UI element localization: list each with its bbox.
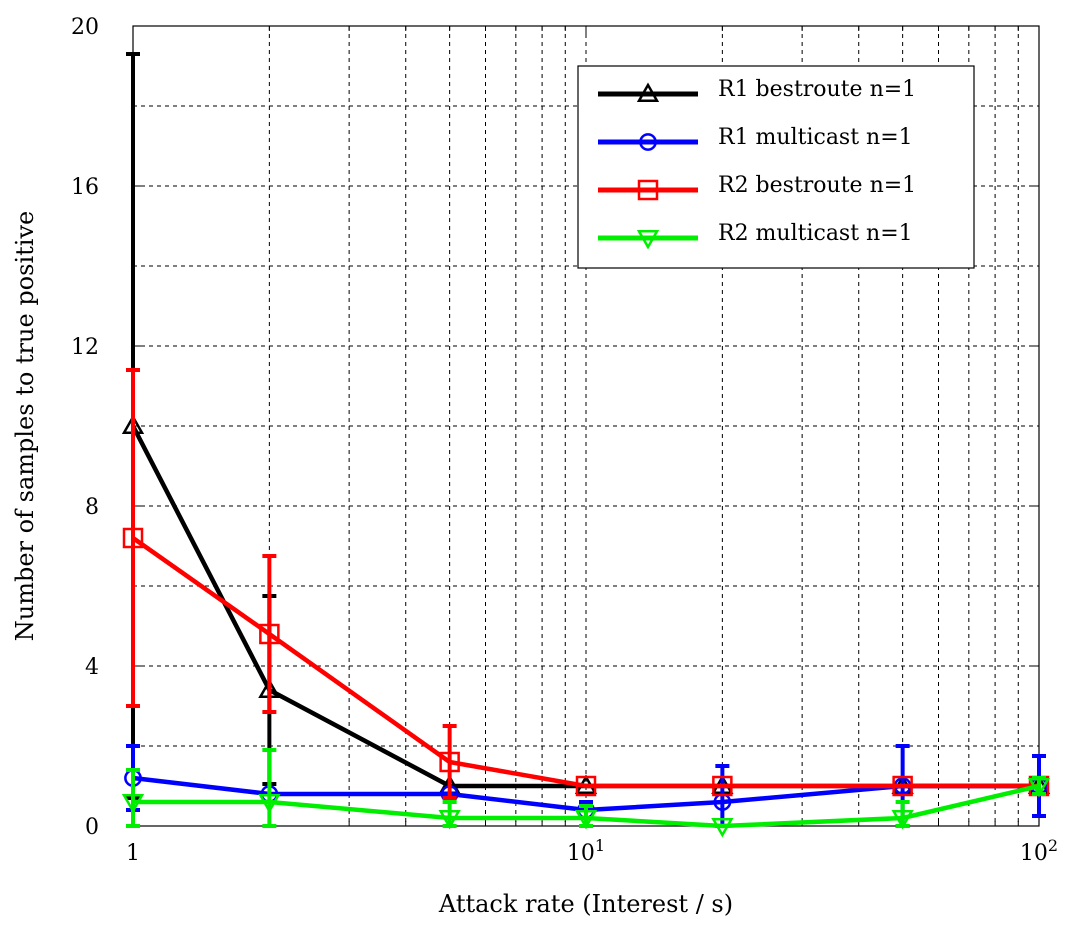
data-point: [121, 794, 145, 814]
data-point: [1027, 778, 1051, 798]
legend-label: R1 bestroute n=1: [718, 77, 916, 102]
x-axis-title: Attack rate (Interest / s): [438, 890, 733, 918]
series-group: [121, 52, 1051, 838]
series-3: [122, 368, 1050, 800]
data-point: [439, 751, 460, 773]
y-tick-label: 12: [71, 335, 99, 360]
y-tick-label: 0: [85, 815, 99, 840]
legend-marker: [639, 133, 657, 151]
x-tick-label: 1: [126, 841, 140, 866]
series-line: [133, 783, 1040, 829]
y-tick-label: 4: [85, 655, 99, 680]
data-point: [122, 527, 144, 549]
data-point: [575, 775, 597, 797]
series-line: [131, 536, 1039, 789]
series-4: [121, 748, 1051, 838]
y-axis-title: Number of samples to true positive: [11, 211, 39, 641]
legend-label: R2 bestroute n=1: [718, 173, 916, 198]
data-point: [711, 818, 734, 838]
legend-item: R1 multicast n=1: [598, 125, 913, 151]
legend-item: R2 bestroute n=1: [598, 173, 916, 201]
error-bar: [895, 800, 910, 828]
data-point: [712, 775, 733, 797]
grid-lines: [133, 26, 1039, 826]
x-tick-label: 101: [567, 836, 605, 866]
data-point: [259, 623, 280, 645]
legend-label: R1 multicast n=1: [718, 125, 913, 150]
legend: R1 bestroute n=1 R1 multicast n=1 R2 bestr…: [577, 65, 975, 269]
legend-item: R2 multicast n=1: [598, 221, 913, 250]
legend-marker: [636, 230, 660, 250]
data-point: [891, 810, 914, 830]
data-point: [892, 775, 913, 797]
y-tick-label: 20: [71, 15, 99, 40]
legend-marker: [636, 82, 660, 102]
y-tick-label: 16: [71, 175, 99, 200]
y-tick-label: 8: [85, 495, 99, 520]
axis-ticks: 1 101 102 0 4 8 12 16 20: [71, 15, 1058, 866]
legend-marker: [637, 179, 659, 201]
error-bar: [126, 768, 140, 828]
data-point: [438, 810, 461, 830]
x-tick-label: 102: [1020, 836, 1058, 866]
data-point: [258, 794, 281, 814]
legend-label: R2 multicast n=1: [718, 221, 913, 246]
legend-item: R1 bestroute n=1: [598, 77, 916, 102]
error-bar: [442, 800, 457, 828]
data-point: [574, 810, 598, 830]
